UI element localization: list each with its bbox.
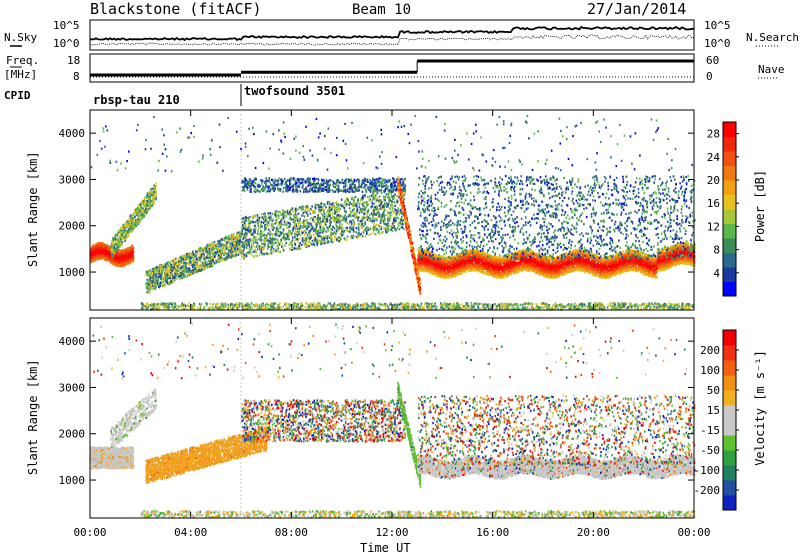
- power-colorbar-swatch-0: [723, 282, 736, 297]
- velocity-early-band: [90, 447, 134, 470]
- velocity-colorbar-swatch-0: [723, 495, 736, 511]
- power-colorbar-swatch-11: [723, 122, 736, 137]
- velocity-colorbar-label-2: 50: [707, 384, 720, 397]
- x-tick-label-5: 20:00: [577, 526, 610, 539]
- velocity-colorbar-label-3: 15: [707, 404, 720, 417]
- y-tick-label-1-1: 2000: [59, 428, 86, 441]
- x-tick-label-6: 00:00: [677, 526, 710, 539]
- nsky-series-line: [90, 27, 694, 40]
- velocity-colorbar-swatch-4: [723, 435, 736, 451]
- power-colorbar-label-0: 4: [713, 267, 720, 280]
- radar-summary-plot: 1000 2000 3000 4000 1000 2000 3000 4000 00:00 04:…: [0, 0, 800, 554]
- velocity-colorbar-swatch-11: [723, 330, 736, 346]
- y-tick-label-1-0: 1000: [59, 474, 86, 487]
- y-tick-label-0-3: 4000: [59, 127, 86, 140]
- power-colorbar-swatch-1: [723, 267, 736, 282]
- power-colorbar-label-1: 8: [713, 244, 720, 257]
- x-tick-label-0: 00:00: [73, 526, 106, 539]
- y-tick-label-0-1: 2000: [59, 220, 86, 233]
- power-colorbar-label-2: 12: [707, 220, 720, 233]
- velocity-colorbar-label-5: -50: [700, 444, 720, 457]
- y-tick-label-1-2: 3000: [59, 381, 86, 394]
- power-colorbar-swatch-4: [723, 224, 736, 239]
- velocity-colorbar-swatch-10: [723, 345, 736, 361]
- x-tick-label-3: 12:00: [375, 526, 408, 539]
- freq-panel-frame: [90, 54, 694, 82]
- velocity-colorbar-swatch-2: [723, 465, 736, 481]
- power-colorbar-swatch-2: [723, 253, 736, 268]
- x-tick-label-2: 08:00: [275, 526, 308, 539]
- power-colorbar-swatch-8: [723, 166, 736, 181]
- power-colorbar-swatch-10: [723, 137, 736, 152]
- power-colorbar-swatch-5: [723, 209, 736, 224]
- velocity-colorbar-swatch-5: [723, 420, 736, 436]
- velocity-colorbar-swatch-6: [723, 405, 736, 421]
- velocity-colorbar-swatch-9: [723, 360, 736, 376]
- power-colorbar-label-5: 24: [707, 151, 721, 164]
- velocity-colorbar-label-4: -15: [700, 424, 720, 437]
- y-tick-label-0-2: 3000: [59, 173, 86, 186]
- power-colorbar-swatch-6: [723, 195, 736, 210]
- y-tick-label-0-0: 1000: [59, 266, 86, 279]
- noise-panel-frame: [90, 20, 694, 50]
- velocity-colorbar-label-7: -200: [694, 484, 721, 497]
- power-colorbar-label-6: 28: [707, 128, 720, 141]
- velocity-colorbar-swatch-8: [723, 375, 736, 391]
- power-colorbar-label-3: 16: [707, 197, 720, 210]
- power-colorbar-label-4: 20: [707, 174, 720, 187]
- power-colorbar-swatch-7: [723, 180, 736, 195]
- power-colorbar-swatch-9: [723, 151, 736, 166]
- x-tick-label-4: 16:00: [476, 526, 509, 539]
- velocity-colorbar-swatch-7: [723, 390, 736, 406]
- velocity-colorbar-swatch-3: [723, 450, 736, 466]
- velocity-colorbar-label-1: 100: [700, 364, 720, 377]
- x-tick-label-1: 04:00: [174, 526, 207, 539]
- y-tick-label-1-3: 4000: [59, 335, 86, 348]
- velocity-colorbar-label-0: 200: [700, 344, 720, 357]
- power-colorbar-swatch-3: [723, 238, 736, 253]
- velocity-colorbar-label-6: -100: [694, 464, 721, 477]
- velocity-colorbar-swatch-1: [723, 480, 736, 496]
